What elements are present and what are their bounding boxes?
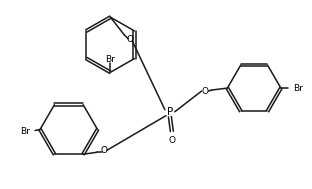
- Text: Br: Br: [20, 127, 30, 136]
- Text: P: P: [167, 107, 173, 117]
- Text: O: O: [127, 35, 134, 44]
- Text: O: O: [201, 87, 208, 96]
- Text: Br: Br: [293, 84, 303, 93]
- Text: O: O: [100, 146, 107, 155]
- Text: Br: Br: [105, 55, 115, 64]
- Text: O: O: [168, 136, 175, 145]
